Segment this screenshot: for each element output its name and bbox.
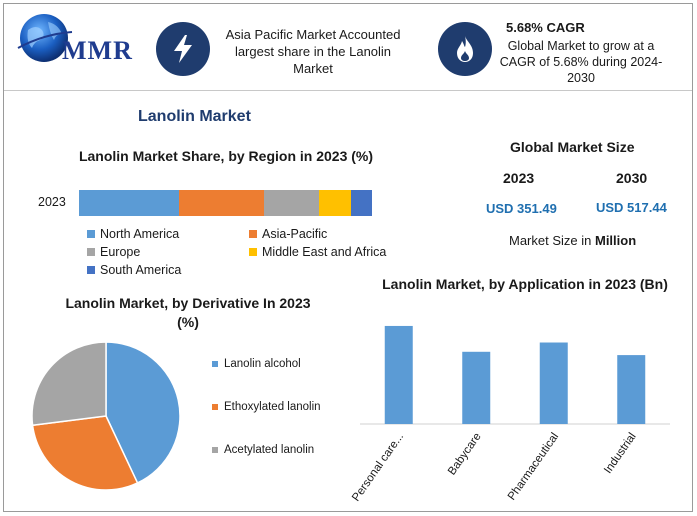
main-title: Lanolin Market	[138, 108, 251, 125]
mmr-logo: MMR	[14, 8, 144, 68]
bar-babycare	[462, 351, 491, 424]
legend-label: Europe	[100, 245, 141, 259]
region-segment-middle-east-and-africa	[319, 190, 352, 216]
legend-swatch	[249, 230, 257, 238]
legend-label: North America	[100, 227, 180, 241]
infographic-frame	[3, 3, 693, 512]
flame-icon	[438, 22, 492, 76]
region-legend-item-north-america: North America	[87, 227, 179, 241]
region-year-label: 2023	[38, 195, 66, 209]
legend-swatch	[87, 248, 95, 256]
pie-slice-ethoxylated-lanolin	[31, 415, 139, 491]
legend-label: Ethoxylated lanolin	[224, 401, 321, 413]
market-size-title: Global Market Size	[510, 139, 635, 155]
market-size-unit-prefix: Market Size in	[509, 233, 595, 248]
legend-label: Acetylated lanolin	[224, 444, 315, 456]
legend-swatch	[87, 230, 95, 238]
pie-legend-item-lanolin-alcohol: Lanolin alcohol	[212, 358, 301, 370]
market-size-unit-bold: Million	[594, 233, 637, 248]
cagr-title: 5.68% CAGR	[506, 20, 585, 35]
market-size-value-2023: USD 351.49	[486, 201, 557, 216]
logo-text: MMR	[62, 36, 133, 65]
application-bar-chart: Personal care... Babycare Pharmaceutical In…	[350, 325, 670, 504]
legend-swatch	[212, 447, 218, 453]
globe-icon	[17, 14, 73, 62]
derivative-pie-chart	[31, 341, 181, 491]
pie-slice-acetylated-lanolin	[31, 341, 107, 427]
region-chart-title: Lanolin Market Share, by Region in 2023 …	[78, 148, 374, 164]
region-segment-europe	[263, 190, 320, 216]
cagr-description: Global Market to grow at a CAGR of 5.68%…	[499, 39, 663, 85]
region-stacked-bar	[79, 190, 372, 216]
legend-swatch	[87, 266, 95, 274]
x-tick-label-babycare: Babycare	[446, 431, 484, 478]
market-size-year-2023: 2023	[503, 170, 535, 186]
region-legend-item-south-america: South America	[87, 263, 181, 277]
bar-industrial	[617, 355, 646, 424]
bar-pharmaceutical	[539, 342, 568, 424]
legend-swatch	[249, 248, 257, 256]
x-tick-label-pharmaceutical: Pharmaceutical	[506, 431, 561, 503]
market-size-unit: Market Size in Million	[509, 233, 636, 248]
legend-label: Asia-Pacific	[262, 227, 328, 241]
region-legend-item-middle-east-and-africa: Middle East and Africa	[249, 245, 386, 259]
pie-legend-item-ethoxylated-lanolin: Ethoxylated lanolin	[212, 401, 321, 413]
legend-label: Lanolin alcohol	[224, 358, 301, 370]
pie-legend-item-acetylated-lanolin: Acetylated lanolin	[212, 444, 314, 456]
region-legend-item-europe: Europe	[87, 245, 140, 259]
pie-slice-lanolin-alcohol	[105, 341, 181, 484]
lightning-icon	[156, 22, 210, 76]
region-segment-north-america	[79, 190, 179, 216]
bar-personal-care	[384, 325, 413, 424]
legend-label: Middle East and Africa	[262, 245, 387, 259]
legend-swatch	[212, 404, 218, 410]
application-chart-title: Lanolin Market, by Application in 2023 (…	[382, 276, 668, 292]
region-legend-item-asia-pacific: Asia-Pacific	[249, 227, 327, 241]
legend-swatch	[212, 361, 218, 367]
market-size-value-2030: USD 517.44	[596, 200, 667, 215]
header-divider	[4, 90, 692, 91]
x-tick-label-personal-care: Personal care...	[350, 431, 406, 504]
region-segment-south-america	[351, 190, 372, 216]
x-tick-label-industrial: Industrial	[602, 431, 639, 476]
legend-label: South America	[100, 263, 182, 277]
market-size-year-2030: 2030	[616, 170, 648, 186]
asia-pacific-highlight: Asia Pacific Market Accounted largest sh…	[225, 27, 401, 76]
derivative-chart-title: Lanolin Market, by Derivative In 2023 (%…	[65, 295, 311, 330]
region-segment-asia-pacific	[178, 190, 264, 216]
